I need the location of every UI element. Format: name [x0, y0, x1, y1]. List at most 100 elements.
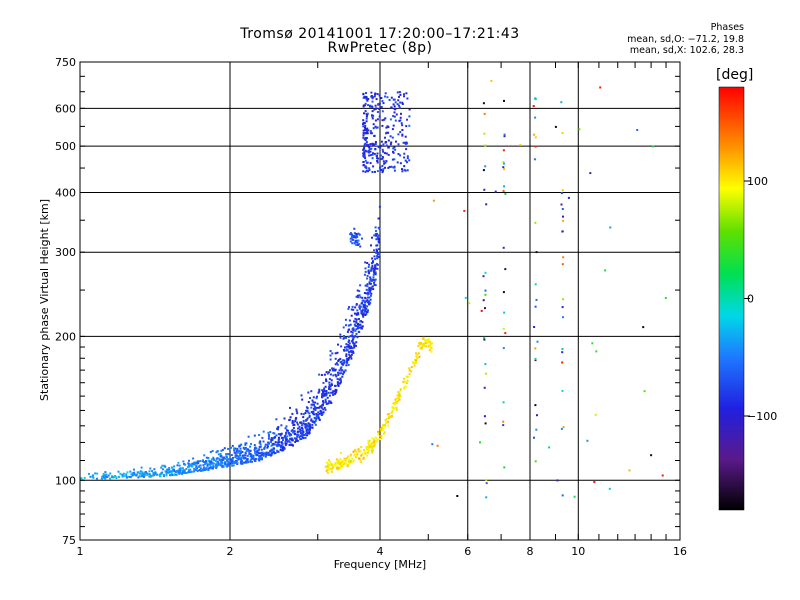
- data-point: [234, 454, 237, 457]
- data-point: [381, 156, 384, 158]
- data-point: [406, 379, 409, 382]
- data-point: [198, 469, 201, 472]
- data-point: [363, 151, 366, 154]
- data-point: [414, 358, 416, 361]
- data-point: [325, 378, 327, 381]
- data-point: [321, 389, 324, 392]
- data-point: [573, 495, 576, 498]
- data-point: [503, 168, 505, 171]
- data-point: [339, 357, 342, 360]
- data-point: [376, 244, 379, 247]
- data-point: [371, 117, 374, 120]
- data-point: [316, 402, 319, 405]
- data-point: [233, 447, 235, 450]
- data-point: [240, 450, 242, 453]
- data-point: [366, 291, 369, 294]
- data-point: [230, 462, 233, 465]
- data-point: [369, 154, 372, 157]
- data-point: [343, 458, 346, 461]
- data-point: [148, 475, 151, 478]
- data-point: [380, 169, 382, 171]
- data-point: [340, 362, 343, 365]
- data-point: [373, 143, 376, 146]
- data-point: [193, 470, 195, 473]
- data-point: [323, 388, 326, 391]
- data-point: [181, 469, 184, 472]
- data-point: [404, 141, 407, 144]
- data-point: [204, 463, 207, 465]
- data-point: [395, 406, 398, 409]
- data-point: [357, 239, 360, 242]
- data-point: [269, 431, 272, 433]
- data-point: [379, 434, 382, 437]
- data-point: [257, 452, 260, 455]
- data-point: [369, 276, 372, 279]
- data-point: [403, 95, 405, 98]
- x-tick-label: 1: [77, 545, 84, 558]
- data-point: [368, 445, 371, 448]
- data-point: [278, 436, 280, 439]
- data-point: [561, 189, 564, 192]
- data-point: [358, 306, 361, 309]
- data-point: [485, 203, 488, 206]
- data-point: [643, 390, 646, 393]
- data-point: [118, 475, 121, 478]
- data-point: [398, 91, 401, 94]
- data-point: [363, 96, 366, 99]
- x-tick-label: 16: [673, 545, 687, 558]
- data-point: [281, 445, 284, 448]
- data-point: [376, 93, 379, 95]
- data-point: [365, 292, 368, 295]
- data-point: [364, 110, 367, 113]
- data-point: [355, 328, 358, 331]
- data-point: [248, 451, 251, 454]
- data-point: [307, 428, 309, 431]
- data-point: [294, 432, 296, 435]
- data-point: [196, 462, 199, 465]
- data-point: [262, 440, 265, 443]
- data-point: [351, 347, 354, 350]
- data-point: [366, 112, 369, 115]
- data-point: [503, 99, 505, 102]
- data-point: [560, 427, 563, 430]
- data-point: [408, 369, 411, 372]
- data-point: [402, 380, 405, 383]
- data-point: [194, 462, 197, 465]
- data-point: [331, 367, 333, 370]
- data-point: [350, 357, 353, 360]
- data-point: [345, 364, 348, 367]
- data-point: [203, 466, 206, 469]
- data-point: [88, 472, 90, 475]
- data-point: [291, 431, 294, 434]
- data-point: [209, 465, 212, 468]
- data-point: [502, 401, 505, 404]
- data-point: [368, 296, 371, 299]
- data-point: [369, 162, 372, 165]
- data-point: [188, 470, 190, 473]
- data-point: [295, 439, 298, 442]
- data-point: [378, 227, 381, 230]
- data-point: [502, 291, 505, 294]
- data-point: [306, 432, 309, 435]
- data-point: [357, 326, 359, 329]
- data-point: [368, 263, 370, 266]
- data-point: [396, 400, 399, 403]
- data-point: [403, 165, 406, 168]
- data-point: [225, 465, 228, 468]
- data-point: [83, 476, 86, 479]
- data-point: [363, 146, 366, 149]
- data-point: [334, 390, 336, 393]
- data-point: [599, 86, 602, 89]
- data-point: [289, 406, 291, 409]
- data-point: [367, 309, 369, 312]
- data-point: [368, 443, 371, 446]
- data-point: [232, 464, 235, 467]
- data-point: [350, 314, 353, 317]
- data-point: [363, 449, 365, 451]
- data-point: [348, 306, 350, 309]
- data-point: [394, 108, 397, 111]
- data-point: [535, 298, 538, 301]
- data-point: [283, 446, 286, 449]
- data-point: [394, 119, 397, 122]
- data-point: [316, 395, 318, 398]
